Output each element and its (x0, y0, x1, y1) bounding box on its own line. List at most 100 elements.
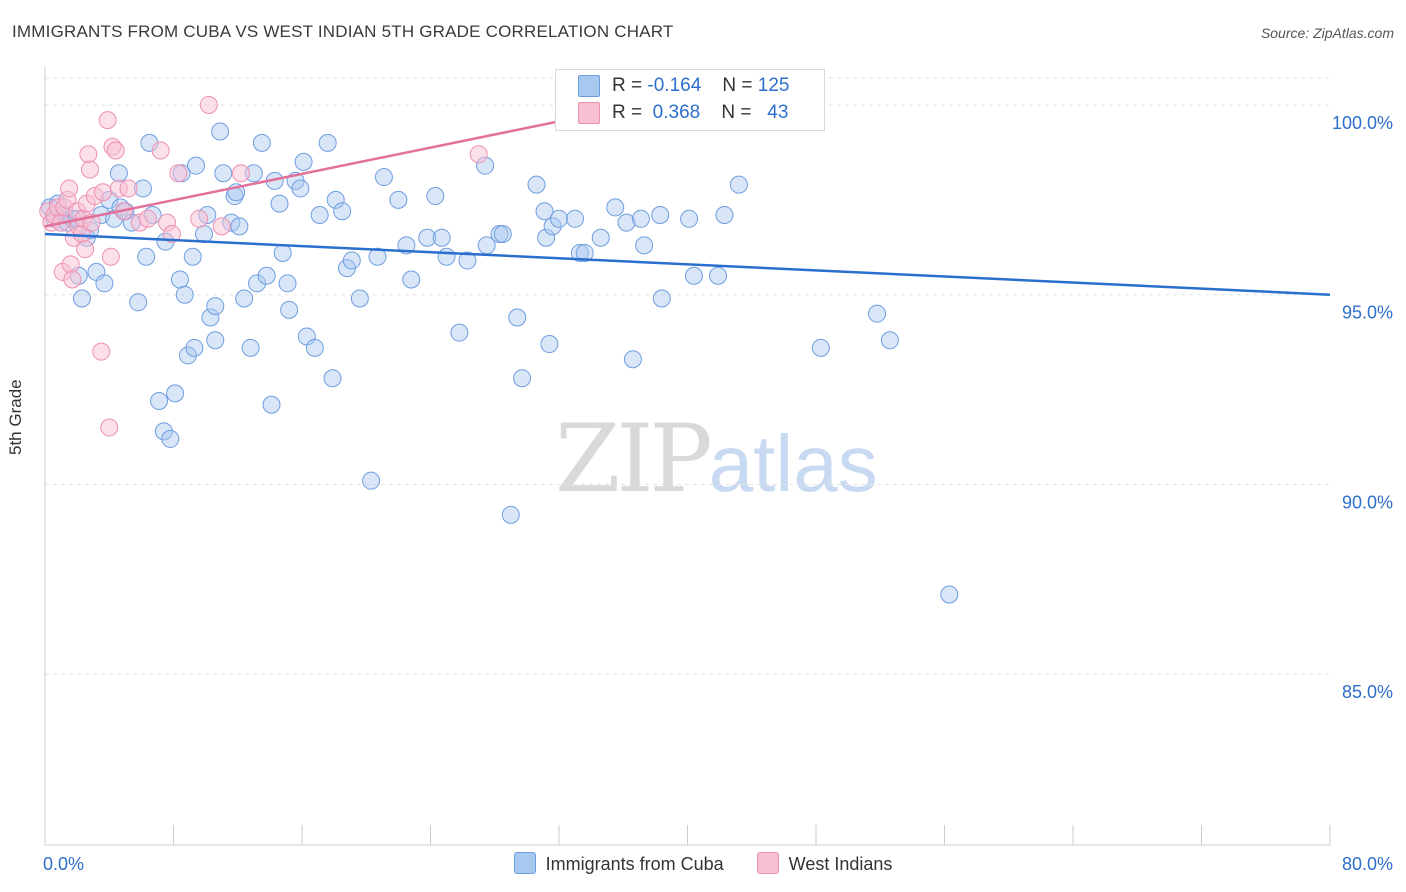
west-indian-point (63, 270, 82, 289)
cuba-point (402, 270, 421, 289)
cuba-point (540, 335, 559, 354)
cuba-point (252, 133, 271, 152)
cuba-point (201, 308, 220, 327)
series-legend: Immigrants from Cuba West Indians (0, 852, 1406, 875)
series-swatch-west-indians (756, 852, 779, 874)
west-indian-point (60, 179, 79, 198)
watermark: ZIPatlas (555, 405, 878, 514)
legend-swatch-west-indians (578, 102, 600, 124)
y-tick-label: 95.0% (1342, 303, 1393, 323)
cuba-point (501, 505, 520, 524)
cuba-point (333, 202, 352, 221)
cuba-point (570, 243, 589, 262)
legend-r-value: -0.164 (647, 75, 702, 97)
cuba-point (214, 164, 233, 183)
cuba-point (211, 122, 230, 141)
cuba-point (617, 213, 636, 232)
cuba-point (527, 175, 546, 194)
cuba-point (651, 206, 670, 225)
cuba-point (166, 384, 185, 403)
west-indian-point (76, 240, 95, 259)
cuba-point (432, 228, 451, 247)
cuba-point (575, 243, 594, 262)
cuba-point (458, 251, 477, 270)
west-indian-point (151, 141, 170, 160)
west-indian-point (79, 145, 98, 164)
watermark-atlas: atlas (708, 419, 878, 508)
y-axis-title: 5th Grade (6, 379, 25, 455)
x-tick-label-min: 0.0% (43, 854, 84, 874)
cuba-point (389, 190, 408, 209)
cuba-point (273, 243, 292, 262)
cuba-point (137, 247, 156, 266)
cuba-point (426, 187, 445, 206)
west-indian-point (80, 160, 99, 179)
west-indian-point (106, 141, 125, 160)
cuba-point (437, 247, 456, 266)
cuba-point (95, 274, 114, 293)
west-indian-point (100, 418, 119, 437)
cuba-point (248, 274, 267, 293)
cuba-point (680, 209, 699, 228)
cuba-trend-line (44, 232, 1331, 296)
y-tick-label: 100.0% (1332, 113, 1393, 133)
cuba-point (684, 266, 703, 285)
cuba-point (129, 293, 148, 312)
cuba-point (709, 266, 728, 285)
series-label-cuba: Immigrants from Cuba (545, 854, 724, 874)
series-label-west-indians: West Indians (788, 854, 893, 874)
cuba-point (262, 395, 281, 414)
cuba-point (715, 206, 734, 225)
cuba-point (294, 152, 313, 171)
legend-n-label: N = (721, 102, 752, 124)
cuba-point (154, 422, 173, 441)
west-indian-point (61, 255, 80, 274)
west-indian-point (93, 183, 112, 202)
legend-row-west-indians: R = 0.368 N = 43 (578, 102, 788, 126)
west-indian-point (101, 247, 120, 266)
cuba-point (368, 247, 387, 266)
cuba-point (241, 338, 260, 357)
cuba-point (186, 156, 205, 175)
series-legend-item-west-indians: West Indians (756, 852, 893, 875)
cuba-point (109, 164, 128, 183)
cuba-point (374, 168, 393, 187)
cuba-point (362, 471, 381, 490)
cuba-point (235, 289, 254, 308)
cuba-point (631, 209, 650, 228)
series-swatch-cuba (513, 852, 536, 874)
cuba-point (543, 217, 562, 236)
cuba-point (418, 228, 437, 247)
cuba-point (537, 228, 556, 247)
west-indian-point (199, 95, 218, 114)
cuba-point (868, 304, 887, 323)
cuba-point (230, 217, 249, 236)
watermark-zip: ZIP (555, 405, 713, 514)
cuba-point (72, 289, 91, 308)
cuba-point (323, 369, 342, 388)
west-indian-point (92, 342, 111, 361)
west-indian-point (119, 179, 138, 198)
cuba-point (291, 179, 310, 198)
legend-r-value: 0.368 (652, 102, 701, 124)
legend-n-value: 125 (757, 75, 790, 97)
legend-r-label: R = (612, 102, 643, 124)
legend-n-value: 43 (767, 102, 789, 124)
cuba-point (811, 338, 830, 357)
cuba-point (880, 331, 899, 350)
cuba-point (305, 338, 324, 357)
west-indian-point (169, 164, 188, 183)
cuba-point (175, 285, 194, 304)
cuba-point (278, 274, 297, 293)
cuba-point (206, 297, 225, 316)
cuba-point (591, 228, 610, 247)
legend-swatch-cuba (578, 75, 600, 97)
cuba-point (280, 300, 299, 319)
cuba-point (270, 194, 289, 213)
west-indian-point (138, 209, 157, 228)
legend-n-label: N = (722, 75, 753, 97)
cuba-point (150, 391, 169, 410)
cuba-point (493, 224, 512, 243)
cuba-point (940, 585, 959, 604)
cuba-point (550, 209, 568, 228)
